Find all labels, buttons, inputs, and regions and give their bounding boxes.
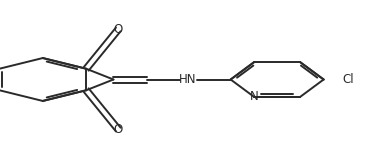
Text: Cl: Cl	[342, 73, 354, 86]
Text: HN: HN	[179, 73, 197, 86]
Text: O: O	[114, 123, 123, 136]
Text: N: N	[250, 90, 258, 103]
Text: O: O	[114, 23, 123, 36]
